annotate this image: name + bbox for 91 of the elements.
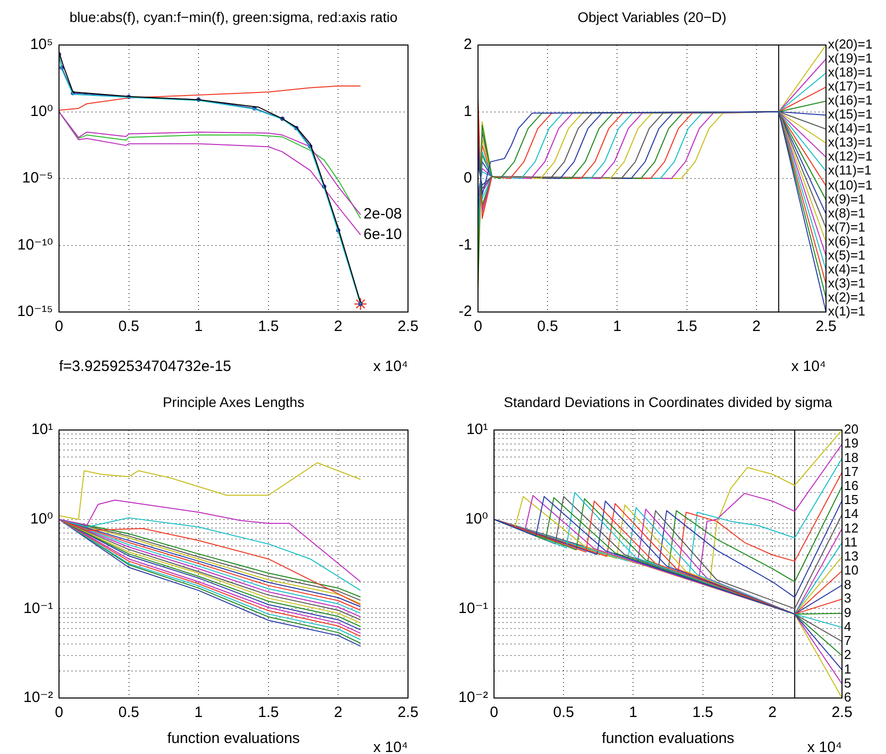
y-tick-label: 0	[464, 170, 472, 187]
series-label: 3	[844, 590, 852, 606]
y-tick-label: 10⁰	[30, 510, 53, 528]
chart-title: blue:abs(f), cyan:f−min(f), green:sigma, red:axis ratio	[70, 8, 398, 25]
x-axis-title: function evaluations	[602, 730, 734, 748]
y-tick-label: -2	[458, 303, 472, 320]
series-label: x(3)=1	[828, 276, 866, 291]
series-label: 6	[844, 690, 852, 705]
series-label: 14	[844, 506, 858, 522]
text: x 10⁴	[791, 358, 826, 376]
x-tick-label: 2.5	[816, 318, 836, 336]
y-tick-label: 10⁻¹⁰	[17, 236, 53, 254]
text: x 10⁴	[373, 739, 408, 754]
series-label: 7	[844, 633, 852, 648]
series-label: 16	[844, 478, 858, 493]
series-label: 19	[844, 436, 858, 451]
x-tick-label: 2.5	[398, 318, 418, 336]
x-tick-label: 2	[768, 704, 777, 722]
series-label: x(13)=1	[828, 134, 872, 150]
series-label: 8	[844, 576, 852, 592]
series-label: 1	[844, 661, 852, 676]
x-tick-label: 1	[613, 318, 622, 336]
y-tick-label: 10⁻¹⁵	[17, 303, 53, 320]
x-tick-label: 0.5	[537, 318, 558, 336]
x-tick-label: 0.5	[553, 704, 574, 722]
y-tick-label: 10⁻¹	[458, 600, 488, 617]
x-tick-label: 1.5	[258, 704, 279, 722]
x-tick-label: 0.5	[118, 704, 140, 722]
series-label: 9	[844, 604, 852, 620]
series-label: x(19)=1	[828, 50, 872, 66]
y-tick-label: 10⁻¹	[23, 600, 53, 617]
chart-title: Object Variables (20−D)	[578, 8, 726, 25]
series-label: x(5)=1	[828, 248, 866, 263]
y-tick-label: 10⁵	[30, 36, 53, 54]
series-label: 12	[844, 520, 858, 536]
y-tick-label: 10¹	[31, 421, 53, 438]
series-label: 11	[844, 534, 858, 550]
x-tick-label: 1	[194, 318, 203, 336]
series-label: 4	[844, 618, 852, 634]
series-label: 2	[844, 647, 852, 662]
y-tick-label: 2	[464, 36, 472, 54]
x-tick-label: 1.5	[692, 704, 714, 722]
series-label: 15	[844, 492, 858, 508]
y-tick-label: 10⁰	[465, 510, 488, 528]
x-tick-label: 1	[629, 704, 638, 722]
y-tick-label: 10⁻²	[23, 689, 53, 706]
series-label: x(10)=1	[828, 177, 872, 192]
series-label: 17	[844, 464, 858, 479]
x-tick-label: 2	[334, 704, 342, 722]
y-tick-label: 10⁻⁵	[22, 170, 53, 187]
y-tick-label: 1	[464, 102, 472, 120]
series-label: x(14)=1	[828, 120, 872, 136]
text: x 10⁴	[807, 739, 842, 754]
x-axis-title: function evaluations	[167, 730, 300, 748]
x-tick-label: 2	[334, 318, 342, 336]
series-label: x(4)=1	[828, 262, 866, 277]
x-tick-label: 2.5	[398, 704, 418, 722]
y-tick-label: 10⁻²	[458, 689, 488, 706]
x-tick-label: 1.5	[676, 318, 698, 336]
series-label: 18	[844, 450, 858, 465]
series-label: x(2)=1	[828, 290, 866, 305]
series-label: x(12)=1	[828, 148, 872, 164]
annotation: 6e-10	[364, 226, 402, 243]
chart-title: Principle Axes Lengths	[162, 394, 304, 410]
x-tick-label: 1.5	[258, 318, 279, 336]
series-label: x(8)=1	[828, 205, 866, 220]
y-tick-label: 10¹	[466, 421, 488, 438]
x-tick-label: 0.5	[118, 318, 140, 336]
y-tick-label: -1	[458, 236, 472, 254]
x-tick-label: 2.5	[832, 704, 852, 722]
series-label: x(17)=1	[828, 78, 872, 94]
series-label: x(11)=1	[828, 162, 872, 178]
series-label: x(18)=1	[828, 64, 872, 80]
series-label: x(7)=1	[828, 219, 866, 234]
series-label: 20	[844, 422, 858, 437]
series-label: 5	[844, 675, 852, 690]
series-label: x(9)=1	[828, 191, 866, 206]
series-label: x(1)=1	[828, 304, 866, 319]
annotation: 2e-08	[364, 206, 402, 223]
x-tick-label: 2	[752, 318, 761, 336]
chart-title: Standard Deviations in Coordinates divided by sigma	[504, 394, 832, 410]
x-tick-label: 1	[194, 704, 203, 722]
series-label: 13	[844, 548, 858, 564]
text: f=3.92592534704732e-15	[59, 358, 232, 376]
series-label: x(16)=1	[828, 92, 872, 108]
text: x 10⁴	[373, 358, 408, 376]
series-label: 10	[844, 562, 858, 578]
series-label: x(6)=1	[828, 233, 866, 248]
y-tick-label: 10⁰	[30, 102, 53, 120]
series-label: x(20)=1	[828, 36, 872, 52]
series-label: x(15)=1	[828, 106, 872, 122]
